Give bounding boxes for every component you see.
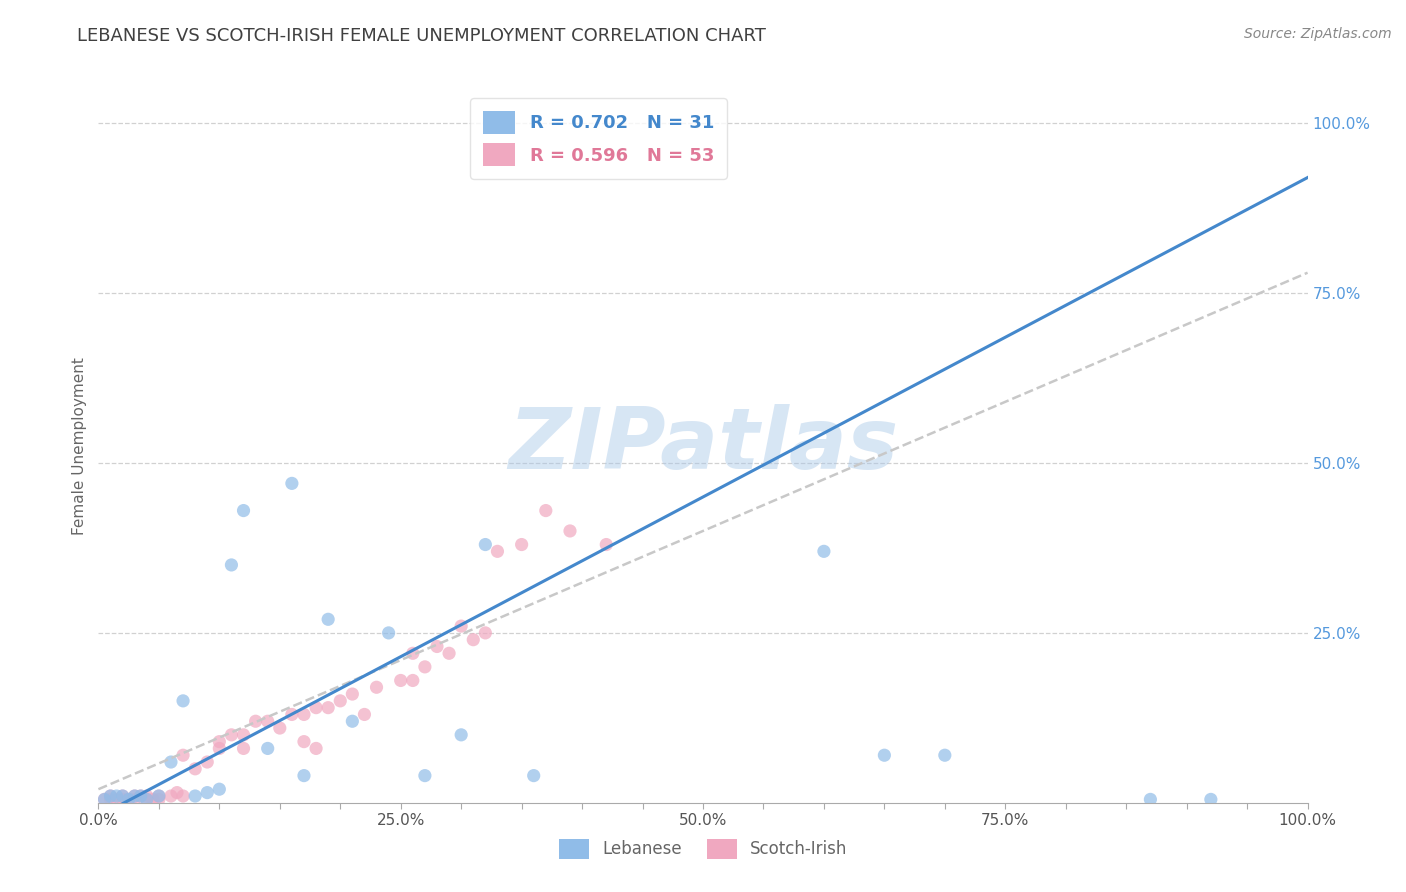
Point <box>129 789 152 803</box>
Point <box>426 640 449 654</box>
Point <box>450 728 472 742</box>
Point <box>934 748 956 763</box>
Point <box>486 544 509 558</box>
Point <box>873 748 896 763</box>
Point <box>1139 792 1161 806</box>
Point <box>118 792 141 806</box>
Point <box>281 476 304 491</box>
Point <box>172 789 194 803</box>
Point <box>184 762 207 776</box>
Point <box>135 792 157 806</box>
Point <box>160 755 183 769</box>
Point <box>256 741 278 756</box>
Point <box>93 792 115 806</box>
Point <box>221 558 243 572</box>
Text: ZIPatlas: ZIPatlas <box>508 404 898 488</box>
Point <box>142 792 165 806</box>
Point <box>523 769 546 783</box>
Point <box>281 707 304 722</box>
Point <box>256 714 278 729</box>
Point <box>595 537 617 551</box>
Text: Source: ZipAtlas.com: Source: ZipAtlas.com <box>1244 27 1392 41</box>
Point <box>148 789 170 803</box>
Point <box>111 792 134 806</box>
Legend: Lebanese, Scotch-Irish: Lebanese, Scotch-Irish <box>553 832 853 866</box>
Point <box>316 612 339 626</box>
Point <box>124 792 146 806</box>
Point <box>813 544 835 558</box>
Point <box>292 734 315 748</box>
Point <box>111 789 134 803</box>
Point <box>172 694 194 708</box>
Point <box>450 619 472 633</box>
Point <box>402 673 425 688</box>
Point <box>105 792 128 806</box>
Point <box>305 741 328 756</box>
Point <box>172 748 194 763</box>
Point <box>292 707 315 722</box>
Point <box>166 786 188 800</box>
Point <box>389 673 412 688</box>
Point <box>292 769 315 783</box>
Point <box>463 632 485 647</box>
Point <box>129 789 152 803</box>
Point <box>208 782 231 797</box>
Point <box>342 714 364 729</box>
Point <box>118 792 141 806</box>
Point <box>437 646 460 660</box>
Point <box>160 789 183 803</box>
Point <box>329 694 352 708</box>
Point <box>232 503 254 517</box>
Point <box>135 792 157 806</box>
Point <box>195 786 218 800</box>
Point <box>124 789 146 803</box>
Text: LEBANESE VS SCOTCH-IRISH FEMALE UNEMPLOYMENT CORRELATION CHART: LEBANESE VS SCOTCH-IRISH FEMALE UNEMPLOY… <box>77 27 766 45</box>
Point <box>148 792 170 806</box>
Point <box>93 792 115 806</box>
Point <box>534 503 557 517</box>
Point <box>558 524 581 538</box>
Point <box>124 789 146 803</box>
Point <box>474 537 496 551</box>
Point <box>305 700 328 714</box>
Point <box>100 789 122 803</box>
Point <box>413 660 436 674</box>
Point <box>366 680 388 694</box>
Point <box>208 741 231 756</box>
Point <box>135 789 157 803</box>
Point <box>111 789 134 803</box>
Point <box>100 792 122 806</box>
Point <box>148 789 170 803</box>
Point <box>245 714 267 729</box>
Point <box>269 721 291 735</box>
Point <box>1199 792 1222 806</box>
Point <box>510 537 533 551</box>
Point <box>105 789 128 803</box>
Point <box>316 700 339 714</box>
Point <box>353 707 375 722</box>
Point <box>208 734 231 748</box>
Point <box>413 769 436 783</box>
Point <box>377 626 399 640</box>
Y-axis label: Female Unemployment: Female Unemployment <box>72 357 87 535</box>
Point <box>474 626 496 640</box>
Point <box>342 687 364 701</box>
Point <box>232 741 254 756</box>
Point <box>221 728 243 742</box>
Point <box>100 789 122 803</box>
Point <box>184 789 207 803</box>
Point <box>232 728 254 742</box>
Point <box>195 755 218 769</box>
Point <box>402 646 425 660</box>
